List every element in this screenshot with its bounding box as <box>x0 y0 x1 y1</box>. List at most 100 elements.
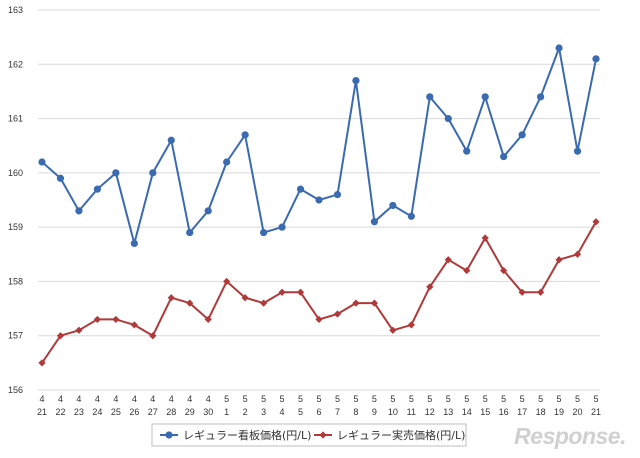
x-tick-day-label: 1 <box>224 407 229 417</box>
x-tick-month-label: 4 <box>206 394 211 404</box>
data-point-series-1 <box>444 114 452 123</box>
x-tick-month-label: 5 <box>575 394 580 404</box>
x-tick-day-label: 11 <box>407 407 416 417</box>
data-point-series-1 <box>352 76 360 85</box>
x-tick-month-label: 5 <box>501 394 506 404</box>
data-point-series-1 <box>500 152 508 161</box>
data-point-series-2 <box>38 359 46 367</box>
legend-marker-1 <box>165 431 173 439</box>
data-point-series-1 <box>537 93 545 101</box>
x-tick-day-label: 22 <box>55 407 65 417</box>
gridlines <box>38 9 600 391</box>
data-point-series-1 <box>75 207 83 215</box>
x-tick-day-label: 21 <box>591 407 601 417</box>
data-point-series-2 <box>223 277 231 286</box>
x-tick-day-label: 17 <box>517 407 527 417</box>
x-tick-month-label: 5 <box>353 394 358 404</box>
x-tick-day-label: 13 <box>443 407 453 417</box>
x-tick-day-label: 20 <box>573 407 583 417</box>
data-point-series-2 <box>296 288 305 296</box>
series-line-2 <box>41 221 597 364</box>
x-tick-day-label: 30 <box>203 407 213 417</box>
data-point-series-1 <box>38 158 46 166</box>
x-tick-month-label: 5 <box>280 394 285 404</box>
data-point-series-2 <box>93 315 101 324</box>
data-point-series-2 <box>315 315 323 324</box>
data-point-series-2 <box>463 266 471 275</box>
data-point-series-2 <box>500 266 508 275</box>
data-point-series-2 <box>573 250 582 258</box>
x-tick-day-label: 8 <box>353 407 358 417</box>
data-point-series-2 <box>389 326 397 334</box>
data-point-series-2 <box>592 218 600 226</box>
x-tick-month-label: 5 <box>557 394 562 404</box>
data-point-series-2 <box>518 288 526 296</box>
data-point-series-2 <box>537 288 545 296</box>
data-point-series-1 <box>463 147 471 155</box>
data-point-series-1 <box>370 218 378 226</box>
x-tick-month-label: 5 <box>261 394 266 404</box>
x-tick-day-label: 3 <box>261 407 266 417</box>
x-tick-month-label: 5 <box>446 394 451 404</box>
data-point-series-2 <box>333 310 342 318</box>
legend-label-1: レギュラー看板価格(円/L) <box>183 428 311 442</box>
data-point-series-2 <box>56 332 65 340</box>
x-tick-day-label: 4 <box>280 407 285 417</box>
data-point-series-1 <box>167 136 175 144</box>
data-point-series-2 <box>112 315 120 324</box>
x-tick-month-label: 4 <box>58 394 63 404</box>
data-point-series-1 <box>296 185 305 193</box>
x-tick-month-label: 4 <box>132 394 137 404</box>
y-tick-label: 162 <box>8 59 23 69</box>
x-tick-month-label: 5 <box>298 394 303 404</box>
x-tick-day-label: 6 <box>316 407 321 417</box>
x-tick-month-label: 5 <box>427 394 432 404</box>
x-tick-month-label: 5 <box>520 394 525 404</box>
x-tick-day-label: 7 <box>335 407 340 417</box>
data-point-series-1 <box>260 228 268 237</box>
series-layer <box>38 44 600 367</box>
data-point-series-1 <box>186 228 194 237</box>
legend-box <box>151 423 467 447</box>
y-tick-label: 160 <box>8 168 23 178</box>
data-point-series-1 <box>56 174 65 182</box>
data-point-series-1 <box>315 196 323 204</box>
y-tick-label: 158 <box>8 276 23 286</box>
x-tick-day-label: 29 <box>185 407 195 417</box>
x-tick-day-label: 15 <box>480 407 490 417</box>
x-tick-month-label: 4 <box>187 394 192 404</box>
x-tick-month-label: 5 <box>538 394 543 404</box>
x-tick-month-label: 5 <box>593 394 598 404</box>
data-point-series-1 <box>278 223 286 231</box>
data-point-series-1 <box>481 93 489 101</box>
data-point-series-1 <box>389 201 397 210</box>
x-tick-month-label: 5 <box>335 394 340 404</box>
data-point-series-2 <box>407 321 415 329</box>
data-point-series-2 <box>444 256 452 264</box>
x-tick-day-label: 18 <box>536 407 546 417</box>
data-point-series-1 <box>518 131 526 139</box>
x-tick-day-label: 27 <box>148 407 158 417</box>
data-point-series-2 <box>186 299 194 307</box>
x-tick-day-label: 14 <box>462 407 472 417</box>
x-tick-month-label: 4 <box>76 394 81 404</box>
data-point-series-2 <box>370 299 378 307</box>
data-point-series-2 <box>130 321 138 329</box>
x-tick-day-label: 25 <box>111 407 121 417</box>
data-point-series-2 <box>352 299 360 307</box>
x-tick-month-label: 4 <box>150 394 155 404</box>
data-point-series-2 <box>167 294 175 302</box>
x-tick-month-label: 5 <box>316 394 321 404</box>
x-tick-month-label: 5 <box>243 394 248 404</box>
legend-marker-2 <box>319 431 327 439</box>
x-tick-day-label: 19 <box>554 407 564 417</box>
x-tick-month-label: 5 <box>372 394 377 404</box>
data-point-series-1 <box>426 93 434 101</box>
data-point-series-1 <box>573 147 582 155</box>
y-tick-label: 159 <box>8 222 23 232</box>
data-point-series-2 <box>278 288 286 296</box>
axes: 1561571581591601611621634214224234244254… <box>8 5 601 417</box>
data-point-series-1 <box>93 185 101 193</box>
data-point-series-2 <box>260 299 268 307</box>
data-point-series-1 <box>592 55 600 63</box>
